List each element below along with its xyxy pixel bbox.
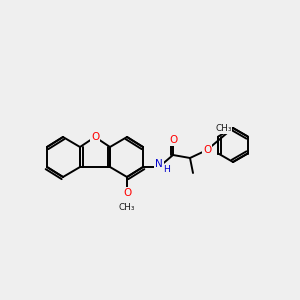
Text: CH₃: CH₃ bbox=[119, 203, 135, 212]
Text: O: O bbox=[169, 135, 177, 145]
Text: O: O bbox=[123, 188, 131, 198]
Text: N: N bbox=[155, 159, 163, 169]
Text: O: O bbox=[203, 145, 211, 155]
Text: O: O bbox=[91, 132, 99, 142]
Text: H: H bbox=[164, 164, 170, 173]
Text: CH₃: CH₃ bbox=[215, 124, 232, 133]
